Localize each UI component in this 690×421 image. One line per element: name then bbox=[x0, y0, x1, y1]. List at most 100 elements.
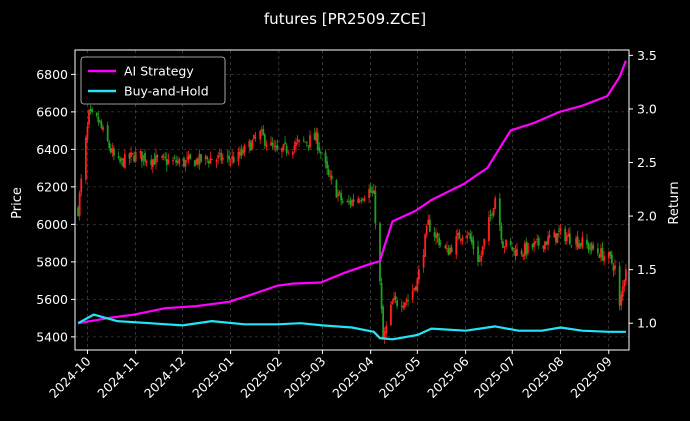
candle-body bbox=[164, 156, 167, 159]
candle-body bbox=[509, 240, 512, 246]
candle-body bbox=[274, 146, 277, 148]
candle-body bbox=[285, 145, 288, 153]
candle-body bbox=[361, 199, 364, 200]
candle-body bbox=[86, 126, 89, 140]
candle-body bbox=[341, 201, 344, 203]
candle-body bbox=[102, 127, 104, 131]
candle-body bbox=[590, 243, 593, 251]
candle-body bbox=[175, 159, 178, 163]
x-tick-label: 2025-03 bbox=[281, 354, 329, 402]
candle-body bbox=[576, 236, 579, 248]
candle-body bbox=[380, 282, 383, 309]
candle-body bbox=[352, 199, 355, 203]
candle-body bbox=[106, 125, 109, 142]
candle-body bbox=[240, 148, 243, 157]
x-tick-label: 2024-11 bbox=[94, 354, 142, 402]
candle-body bbox=[349, 200, 352, 205]
candle-body bbox=[229, 160, 232, 162]
candle-body bbox=[558, 230, 560, 233]
candle-body bbox=[596, 248, 599, 254]
candle-body bbox=[155, 155, 157, 163]
candle-body bbox=[570, 244, 573, 246]
candle-body bbox=[287, 152, 290, 154]
candle-body bbox=[249, 142, 252, 151]
candle-body bbox=[413, 288, 416, 290]
candle-body bbox=[123, 153, 126, 169]
candle-body bbox=[522, 254, 525, 257]
candle-body bbox=[262, 129, 265, 136]
candle-body bbox=[514, 249, 517, 257]
y-tick-label: 6200 bbox=[36, 179, 68, 194]
candle-body bbox=[621, 286, 624, 297]
candle-body bbox=[460, 239, 462, 242]
candle-body bbox=[439, 242, 442, 244]
candle-body bbox=[505, 239, 507, 247]
candle-body bbox=[531, 244, 534, 248]
candle-body bbox=[151, 159, 154, 168]
candle-body bbox=[207, 161, 210, 164]
candle-body bbox=[186, 157, 188, 159]
candle-body bbox=[536, 238, 539, 241]
candle-body bbox=[369, 187, 372, 193]
candle-body bbox=[176, 161, 179, 163]
candle-body bbox=[165, 159, 168, 166]
candle-body bbox=[198, 153, 201, 165]
candle-body bbox=[393, 297, 395, 301]
candle-body bbox=[422, 254, 425, 268]
y2-tick-label: 1.5 bbox=[637, 262, 657, 277]
candle-body bbox=[568, 233, 571, 244]
x-tick-label: 2025-08 bbox=[519, 353, 567, 401]
candle-body bbox=[291, 151, 294, 155]
candle-body bbox=[564, 228, 567, 242]
candle-body bbox=[80, 178, 83, 193]
candle-body bbox=[371, 191, 374, 193]
candle-body bbox=[360, 200, 363, 201]
candle-body bbox=[100, 121, 103, 128]
candle-body bbox=[603, 256, 606, 261]
candle-body bbox=[141, 151, 143, 162]
candle-body bbox=[89, 109, 92, 112]
candle-body bbox=[390, 304, 392, 325]
y2-tick-label: 1.0 bbox=[637, 316, 657, 331]
candle-body bbox=[612, 265, 615, 271]
candle-body bbox=[407, 300, 409, 301]
candle-body bbox=[446, 248, 448, 249]
candle-body bbox=[120, 158, 123, 160]
candle-body bbox=[592, 245, 595, 249]
candle-body bbox=[492, 208, 495, 216]
candle-body bbox=[281, 147, 283, 152]
candle-body bbox=[145, 160, 148, 163]
candle-body bbox=[579, 243, 582, 246]
candle-body bbox=[239, 151, 241, 156]
plot-frame bbox=[74, 49, 630, 351]
ai-strategy-line bbox=[77, 60, 627, 325]
candle-body bbox=[516, 249, 518, 256]
candle-body bbox=[253, 135, 255, 140]
candle-body bbox=[416, 278, 419, 292]
candle-body bbox=[313, 133, 316, 140]
candle-body bbox=[178, 158, 181, 164]
candle-body bbox=[337, 193, 339, 197]
candle-body bbox=[586, 239, 588, 245]
candle-body bbox=[466, 235, 469, 239]
candle-body bbox=[461, 237, 464, 241]
candle-body bbox=[598, 254, 601, 258]
candle-body bbox=[600, 248, 602, 257]
candle-body bbox=[472, 240, 475, 249]
candle-body bbox=[327, 169, 330, 175]
candle-body bbox=[248, 140, 251, 148]
x-tick-label: 2024-12 bbox=[141, 354, 189, 402]
candle-body bbox=[221, 157, 224, 160]
candle-body bbox=[340, 192, 343, 201]
candle-body bbox=[357, 198, 360, 203]
candle-body bbox=[526, 242, 529, 254]
candle-body bbox=[537, 237, 540, 246]
candle-body bbox=[193, 160, 196, 167]
candle-body bbox=[402, 305, 405, 308]
candle-body bbox=[98, 120, 101, 122]
legend: AI Strategy Buy-and-Hold bbox=[80, 56, 226, 105]
candle-body bbox=[414, 286, 417, 290]
candle-body bbox=[520, 250, 523, 255]
candle-body bbox=[276, 145, 279, 151]
candle-body bbox=[197, 158, 199, 165]
